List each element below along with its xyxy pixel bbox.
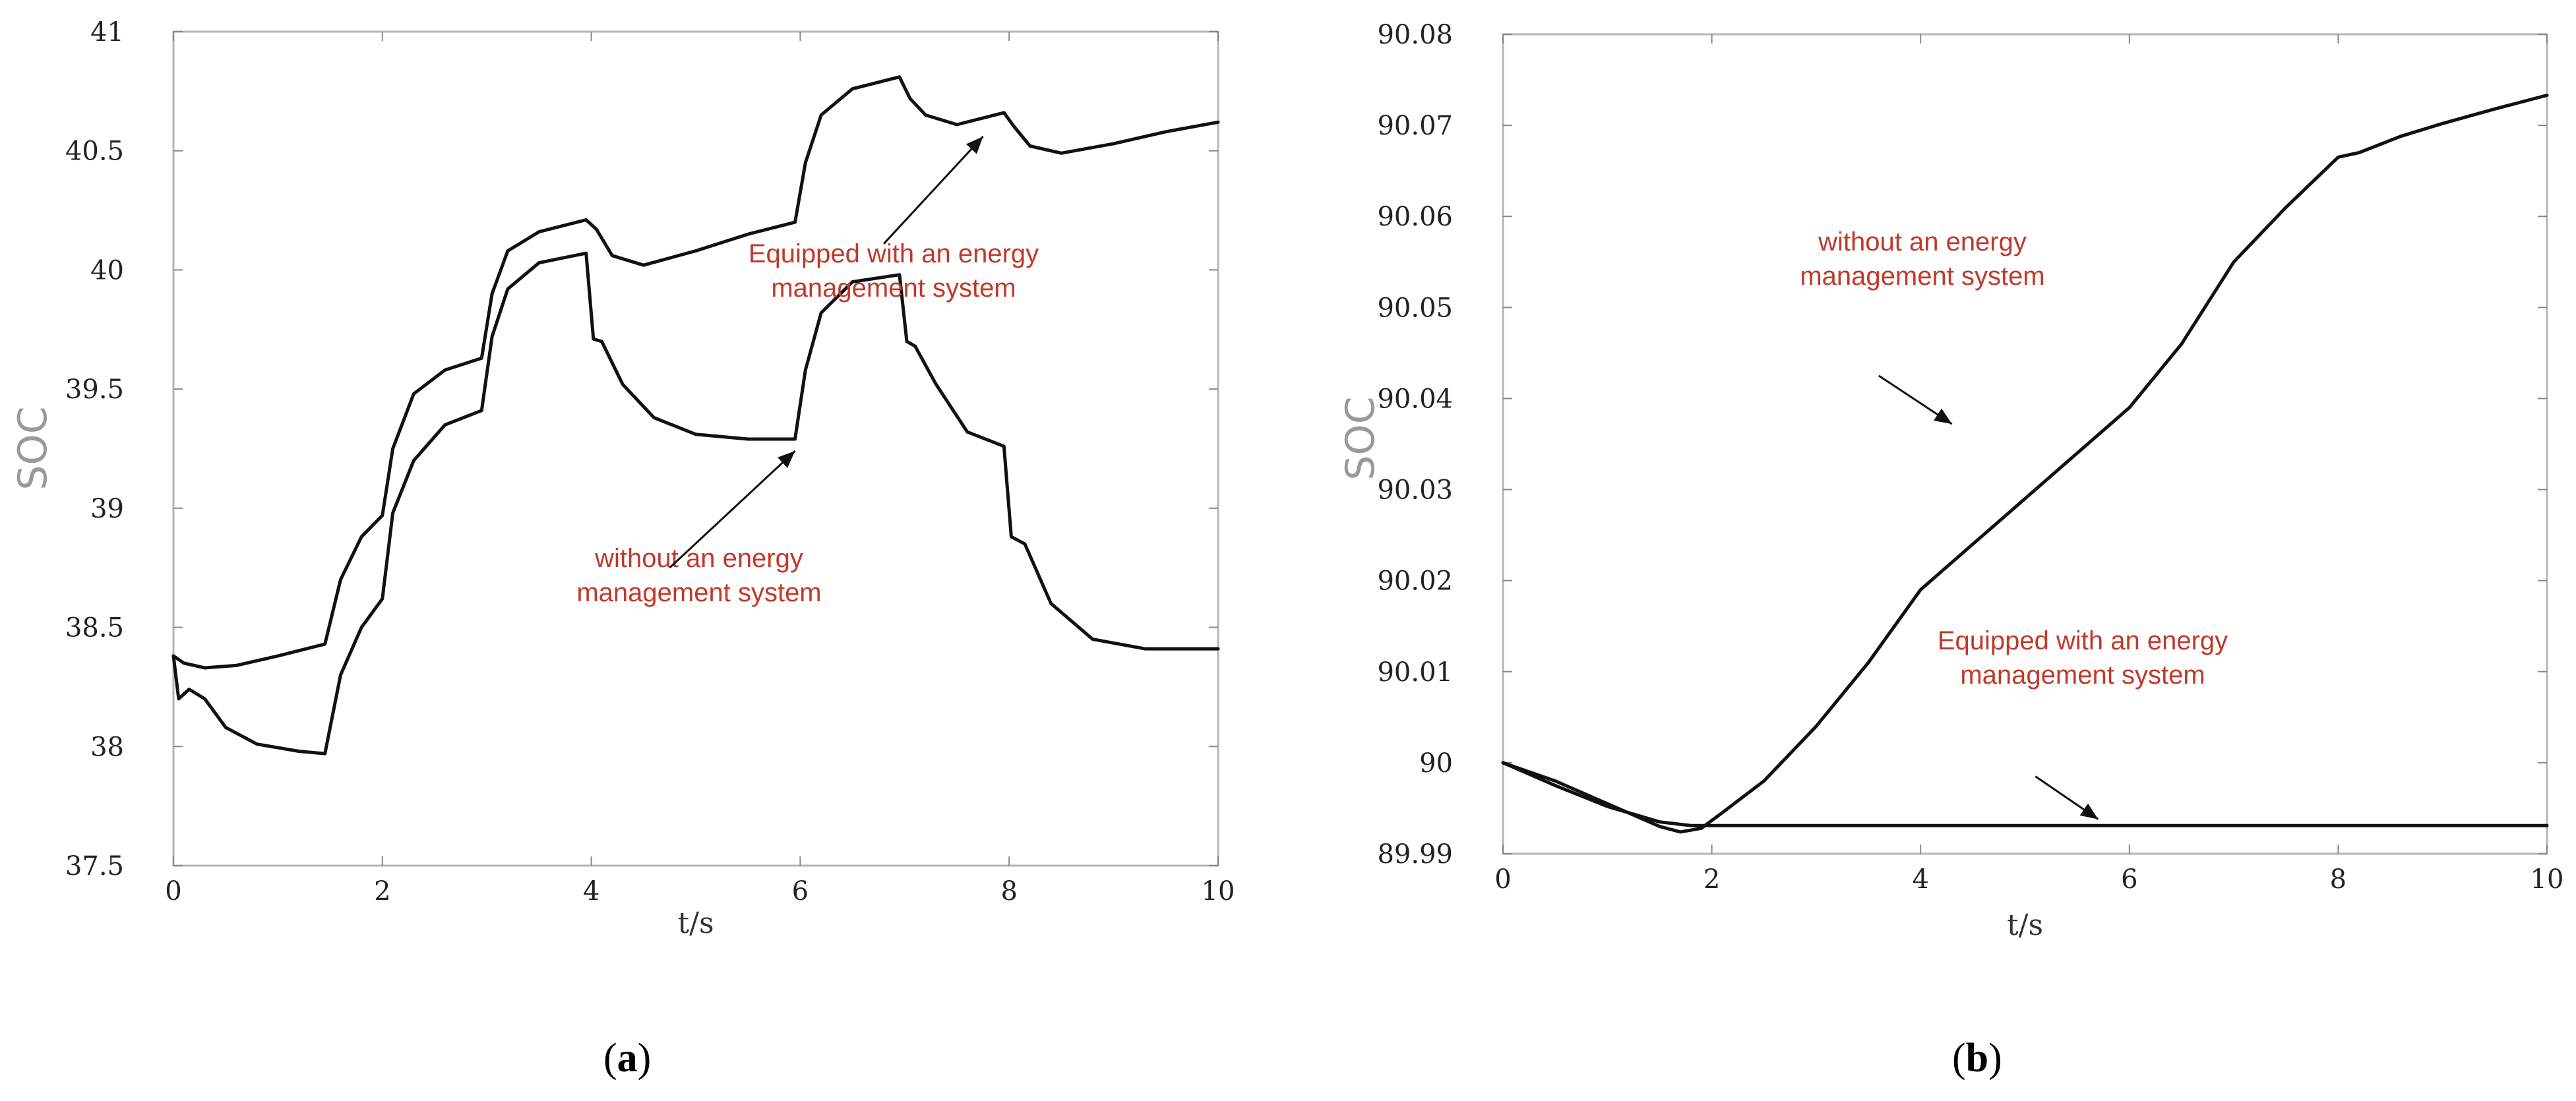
x-tick-label: 8 [2330,864,2346,895]
caption-a: (a) [603,1036,652,1081]
x-tick-label: 4 [583,876,599,907]
x-axis-label: t/s [2007,908,2043,942]
y-tick-label: 89.99 [1377,839,1453,870]
y-tick-label: 90.02 [1377,566,1453,597]
plot-frame [1502,33,2548,855]
y-tick-label: 38.5 [65,613,124,643]
x-tick-label: 0 [1494,864,1511,895]
y-tick-label: 90.08 [1377,20,1453,50]
x-tick-label: 10 [1202,876,1235,907]
annotation-arrow-head [778,451,795,468]
x-tick-label: 0 [165,876,181,907]
caption-b-letter: b [1965,1036,1989,1081]
series-line-2 [1501,761,2549,827]
y-tick-label: 37.5 [65,851,124,881]
y-axis-label: SOC [10,406,56,490]
y-tick-label: 90.01 [1377,657,1453,688]
annotation-text: management system [576,578,821,607]
annotation-text: management system [771,274,1016,303]
annotation-arrow-shaft [669,450,796,569]
caption-b: (b) [1952,1036,2002,1081]
annotation-text: management system [1800,262,2044,291]
y-tick-label: 90.06 [1377,202,1453,232]
series-line-1 [171,75,1220,670]
y-tick-label: 90.04 [1377,384,1453,414]
y-tick-label: 90 [1419,748,1453,779]
series-line-2 [171,251,1220,756]
x-tick-label: 6 [792,876,809,907]
annotation-arrow-head [2079,803,2099,819]
y-tick-label: 90.07 [1377,111,1453,141]
y-tick-label: 40 [90,255,124,285]
series-line-1 [1501,94,2549,834]
annotation-arrow-shaft [883,136,984,245]
x-tick-label: 10 [2530,864,2564,895]
annotation-text: without an energy [1818,227,2027,256]
annotation-text: Equipped with an energy [1938,626,2228,655]
y-tick-label: 39.5 [65,374,124,405]
chart-panel-b: 89.99 90 90.01 90.02 90.03 90.04 90.05 90.06 90.… [1337,20,2564,942]
annotation-text: management system [1960,661,2205,690]
caption-a-letter: a [617,1036,638,1081]
x-axis-label: t/s [677,907,714,940]
y-tick-label: 90.03 [1377,475,1453,506]
y-axis-label: SOC [1337,396,1384,480]
x-tick-label: 2 [1703,864,1720,895]
x-tick-label: 2 [374,876,390,907]
x-tick-label: 4 [1912,864,1928,895]
annotation-text: Equipped with an energy [749,239,1039,268]
x-tick-label: 6 [2121,864,2137,895]
y-tick-label: 41 [90,17,124,47]
annotation-arrow-head [966,136,983,154]
annotation-arrow-head [1933,408,1952,425]
chart-panel-a: 37.5 38 38.5 39 39.5 40 40.5 41 0 2 4 6 8 10 t/s SOC Equ… [10,17,1235,940]
y-tick-label: 39 [90,494,124,524]
y-tick-label: 90.05 [1377,293,1453,323]
x-tick-label: 8 [1000,876,1017,907]
plot-frame [172,30,1219,867]
y-tick-label: 40.5 [65,136,124,167]
y-tick-label: 38 [90,732,124,762]
annotation-text: without an energy [594,544,803,573]
